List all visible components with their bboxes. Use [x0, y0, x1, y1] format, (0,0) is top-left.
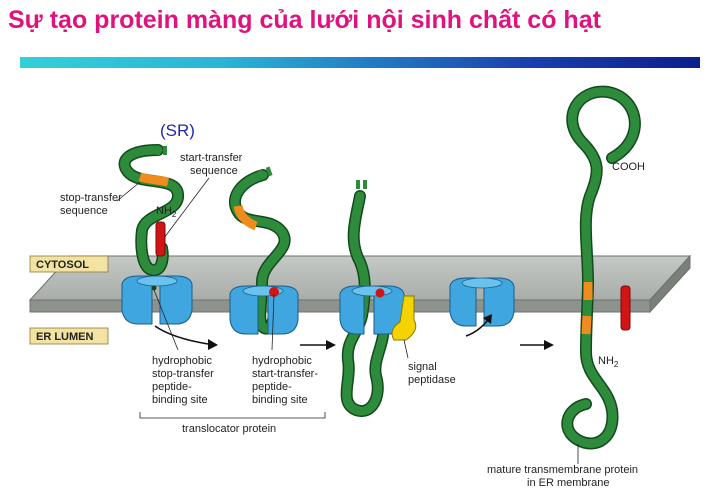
hydro-stop-label-4: binding site [152, 394, 208, 406]
hydro-stop-label-3: peptide- [152, 381, 192, 393]
stop-transfer-label-2: sequence [60, 205, 108, 217]
signal-peptidase-label-2: peptidase [408, 374, 456, 386]
stop-transfer-segment [138, 172, 170, 187]
hydro-stop-label-2: stop-transfer [152, 368, 214, 380]
start-transfer-label-1: start-transfer [180, 152, 243, 164]
start-transfer-label-2: sequence [190, 165, 238, 177]
er-lumen-label-box: ER LUMEN [29, 327, 109, 345]
signal-peptidase-shape [391, 295, 417, 341]
hydro-stop-label-1: hydrophobic [152, 355, 212, 367]
translocator-4 [449, 277, 515, 327]
title-underline-bar [20, 57, 700, 68]
stage-3-protein [340, 180, 390, 417]
er-lumen-label: ER LUMEN [36, 331, 94, 343]
signal-peptidase-label-1: signal [408, 361, 437, 373]
stage-4-signal-red [620, 285, 631, 331]
stage-arrows [154, 314, 554, 350]
cytosol-label: CYTOSOL [36, 259, 89, 271]
translocator-2 [229, 285, 299, 335]
hydro-start-label-2: start-transfer- [252, 368, 318, 380]
mature-label-2: in ER membrane [527, 477, 610, 489]
hydro-start-label-4: binding site [252, 394, 308, 406]
hydro-start-label-1: hydrophobic [252, 355, 312, 367]
nh2-top-label: NH2 [156, 205, 177, 219]
cytosol-label-box: CYTOSOL [29, 255, 109, 273]
mature-label-1: mature transmembrane protein [487, 464, 638, 476]
stage-1-signal-red [155, 221, 166, 257]
translocator-3 [339, 285, 405, 335]
page-title: Sự tạo protein màng của lưới nội sinh ch… [8, 6, 601, 34]
cooh-label: COOH [612, 161, 645, 173]
stage-1-protein [118, 144, 184, 277]
translocator-1 [121, 275, 193, 325]
stage-2-protein [229, 166, 291, 335]
stop-transfer-label-1: stop-transfer [60, 192, 122, 204]
sr-label: (SR) [160, 121, 195, 140]
nh2-right-label: NH2 [598, 355, 619, 369]
hydro-start-label-3: peptide- [252, 381, 292, 393]
translocator-label: translocator protein [182, 423, 276, 435]
translocator-bracket [139, 412, 326, 419]
stage-4-protein [561, 85, 641, 450]
